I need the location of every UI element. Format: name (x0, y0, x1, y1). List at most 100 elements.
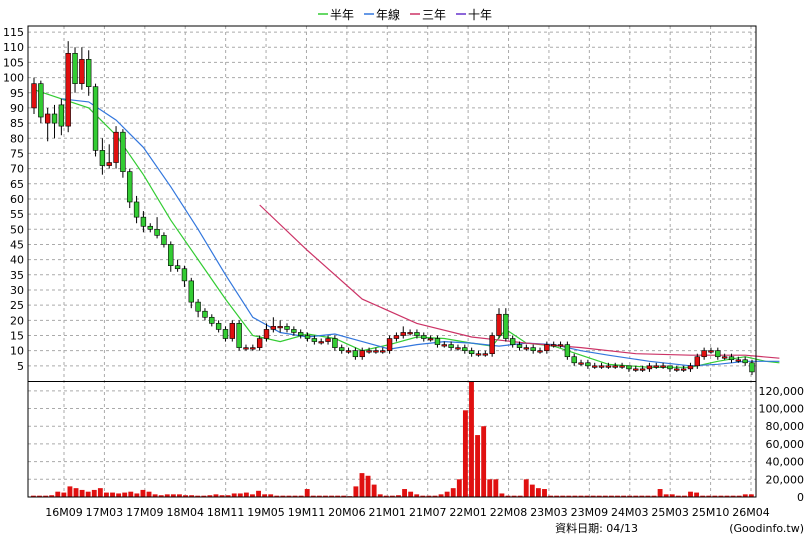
volume-tick-label-6: 120,000 (759, 385, 805, 398)
volume-bar-104 (663, 494, 669, 497)
x-tick-label-7: 20M06 (328, 506, 366, 519)
candle-body-39 (297, 332, 304, 336)
candle-67 (489, 332, 495, 357)
volume-bar-65 (426, 495, 432, 497)
volume-bar-105 (669, 494, 675, 497)
candle-18 (154, 217, 160, 239)
volume-bar-27 (195, 495, 201, 497)
volume-bar-99 (633, 495, 639, 497)
price-tick-label-20: 105 (3, 56, 24, 69)
price-tick-label-21: 110 (3, 41, 24, 54)
x-tick-label-2: 17M09 (126, 506, 164, 519)
volume-bar-11 (97, 488, 103, 497)
candle-body-15 (133, 201, 140, 218)
volume-bar-91 (584, 495, 590, 497)
candle-41 (311, 335, 318, 345)
candle-78 (564, 341, 571, 360)
volume-bar-25 (183, 495, 188, 497)
candle-93 (667, 365, 673, 372)
candle-95 (680, 365, 687, 372)
price-tick-label-16: 85 (10, 117, 24, 130)
price-tick-label-2: 15 (10, 329, 24, 342)
candle-97 (694, 353, 700, 369)
volume-bar-108 (688, 491, 693, 497)
candle-body-34 (263, 329, 270, 339)
volume-bar-55 (365, 475, 371, 497)
price-tick-label-0: 5 (17, 360, 24, 373)
candle-79 (571, 353, 577, 366)
candle-36 (277, 320, 283, 333)
candle-body-89 (639, 368, 646, 371)
candle-77 (557, 341, 564, 348)
volume-bar-115 (730, 495, 736, 497)
axes: 5 10 15 20 25 30 35 40 45 50 55 60 65 70 75 80 85 90 95 100… (3, 25, 805, 519)
candle-body-80 (578, 362, 584, 365)
candle-body-43 (325, 338, 331, 342)
candle-body-14 (127, 171, 133, 203)
candle-body-51 (380, 350, 386, 353)
volume-bar-21 (158, 495, 164, 497)
volume-bar-12 (104, 492, 109, 497)
volume-bar-42 (286, 495, 292, 497)
x-tick-label-11: 22M08 (490, 506, 528, 519)
candle-body-2 (44, 113, 51, 124)
price-tick-label-18: 95 (10, 87, 24, 100)
volume-bar-114 (724, 495, 730, 497)
candle-48 (359, 347, 365, 360)
candle-86 (619, 362, 625, 369)
candle-body-26 (209, 316, 215, 324)
candle-body-63 (462, 347, 468, 351)
x-tick-label-0: 16M09 (45, 506, 83, 519)
volume-bar-64 (420, 495, 426, 497)
candle-body-67 (489, 335, 495, 354)
candle-65 (475, 350, 482, 357)
volume-bar-111 (706, 495, 712, 497)
candle-body-47 (352, 350, 359, 358)
volume-bar-43 (292, 495, 298, 497)
candle-body-93 (667, 365, 673, 370)
candle-61 (448, 341, 454, 351)
candle-22 (181, 265, 188, 287)
candle-70 (509, 335, 516, 348)
candle-body-101 (721, 356, 728, 359)
candle-body-66 (482, 353, 489, 356)
legend-label-2: 三年 (422, 8, 446, 22)
plot-frame (27, 25, 757, 498)
candle-10 (99, 138, 106, 175)
candle-body-75 (544, 344, 550, 351)
candle-51 (380, 347, 386, 354)
volume-bar-7 (73, 488, 79, 497)
price-tick-label-5: 30 (10, 284, 24, 297)
candle-75 (544, 341, 550, 354)
candle-17 (147, 223, 153, 233)
x-tick-label-16: 25M10 (692, 506, 730, 519)
candle-14 (127, 168, 133, 209)
candle-20 (168, 241, 174, 272)
x-tick-label-15: 25M03 (651, 506, 689, 519)
candle-92 (660, 362, 666, 369)
volume-bar-31 (219, 495, 225, 497)
candle-body-40 (304, 335, 311, 339)
candle-94 (674, 365, 680, 372)
candle-100 (715, 347, 721, 360)
ma-three-year-line (259, 204, 780, 359)
volume-bar-70 (456, 479, 462, 497)
volume-bar-30 (213, 494, 219, 497)
volume-bar-3 (49, 495, 55, 497)
price-tick-label-3: 20 (10, 314, 24, 327)
volume-bar-13 (110, 492, 115, 497)
volume-bar-96 (615, 495, 620, 497)
volume-bar-109 (694, 492, 700, 497)
volume-bar-39 (268, 494, 274, 497)
candle-53 (393, 332, 400, 342)
candle-80 (578, 359, 584, 366)
candle-52 (386, 335, 393, 354)
grid (28, 26, 756, 498)
volume-bar-29 (207, 495, 213, 497)
volume-bar-56 (371, 484, 377, 497)
candle-89 (639, 365, 646, 372)
volume-tick-label-3: 60,000 (766, 438, 805, 451)
candle-68 (496, 308, 502, 339)
volume-bar-51 (341, 495, 347, 497)
